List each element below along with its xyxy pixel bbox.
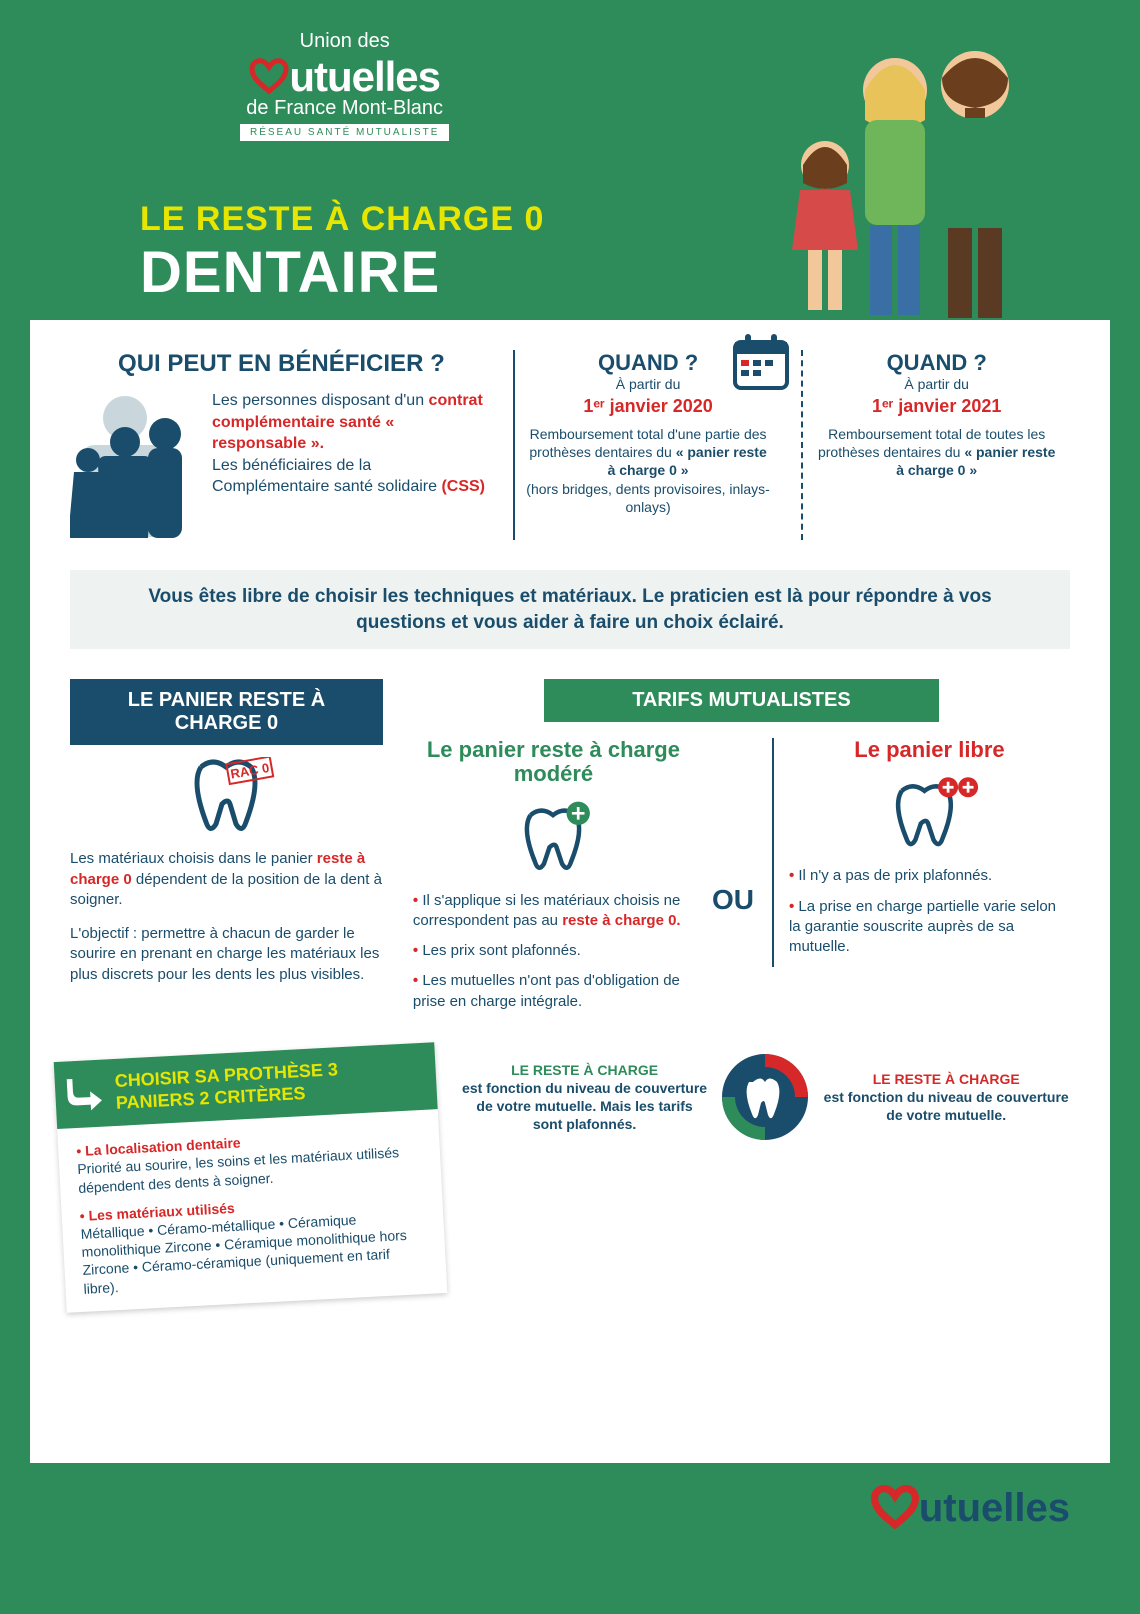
green-strip [20,1534,450,1584]
modere-b1-strong: reste à charge 0. [562,912,680,929]
reste-charges: LE RESTE À CHARGE est fonction du niveau… [461,1052,1070,1142]
title-line2: DENTAIRE [140,239,544,306]
modere-b1: Il s'applique si les matériaux choisis n… [413,891,694,932]
col-libre: Le panier libre Il n'y a pas de [772,738,1070,967]
who-text: Les personnes disposant d'un contrat com… [212,390,493,540]
modere-title: Le panier reste à charge modéré [413,738,694,786]
logo-sub-text: de France Mont-Blanc [240,97,449,120]
col-when-2020: QUAND ? À partir du 1ᵉʳ janvier 2020 Rem… [513,350,782,540]
logo-mutuelles-text: utuelles [289,53,440,101]
ou-label: OU [704,844,762,916]
when2-pre: À partir du [813,376,1060,392]
who-p2-strong: (CSS) [441,478,485,495]
panier0-p1-pre: Les matériaux choisis dans le panier [70,850,317,867]
title-line1: LE RESTE À CHARGE 0 [140,200,544,239]
modere-bullets: Il s'applique si les matériaux choisis n… [413,891,694,1012]
row-who-when: QUI PEUT EN BÉNÉFICIER ? [70,350,1070,540]
heart-icon [249,57,289,97]
footer-sub: de France [871,1532,1070,1564]
col-who: QUI PEUT EN BÉNÉFICIER ? [70,350,493,540]
col-when-2021: QUAND ? À partir du 1ᵉʳ janvier 2021 Rem… [801,350,1070,540]
reste-left-title: LE RESTE À CHARGE [511,1062,658,1078]
choisir-title: CHOISIR SA PROTHÈSE 3 PANIERS 2 CRITÈRES [114,1059,338,1112]
tooth-rac0-icon: RAC 0 [70,757,383,837]
when2-heading: QUAND ? [813,350,1060,376]
when1-body-post: (hors bridges, dents provisoires, inlays… [526,481,770,515]
footer-heart-icon [871,1484,919,1532]
libre-title: Le panier libre [789,738,1070,762]
main-panel: QUI PEUT EN BÉNÉFICIER ? [30,320,1110,1463]
pill-tarifs: TARIFS MUTUALISTES [544,679,938,722]
reste-right-body: est fonction du niveau de couverture de … [824,1089,1069,1123]
who-p1-pre: Les personnes disposant d'un [212,392,429,409]
choisir-body: • La localisation dentaire Priorité au s… [57,1109,447,1312]
row-paniers: LE PANIER RESTE À CHARGE 0 RAC 0 Les mat… [70,679,1070,1022]
when1-body: Remboursement total d'une partie des pro… [525,425,772,516]
modere-b2: Les prix sont plafonnés. [413,941,694,961]
tooth-modere-icon [413,799,694,879]
tooth-libre-icon [789,774,1070,854]
libre-b1: Il n'y a pas de prix plafonnés. [789,866,1070,886]
when1-date: 1ᵉʳ janvier 2020 [525,396,772,417]
pill-panier0: LE PANIER RESTE À CHARGE 0 [70,679,383,745]
family-illustration [770,30,1050,330]
logo-block: Union des utuelles de France Mont-Blanc … [240,30,449,141]
who-heading: QUI PEUT EN BÉNÉFICIER ? [70,350,493,378]
libre-b2: La prise en charge partielle varie selon… [789,897,1070,958]
reste-right-title: LE RESTE À CHARGE [873,1071,1020,1087]
reste-left: LE RESTE À CHARGE est fonction du niveau… [461,1061,709,1134]
when2-date: 1ᵉʳ janvier 2021 [813,396,1060,417]
page: Union des utuelles de France Mont-Blanc … [0,0,1140,1614]
calendar-icon [729,330,793,394]
footer-logo: utuelles de France [871,1484,1070,1564]
col-panier-0: LE PANIER RESTE À CHARGE 0 RAC 0 Les mat… [70,679,383,1022]
arrow-icon [66,1073,106,1113]
footer-mutuelles: utuelles [919,1486,1070,1531]
people-icon [70,390,200,540]
circle-tooth-icon [720,1052,810,1142]
col-tarifs: TARIFS MUTUALISTES Le panier reste à cha… [413,679,1070,1022]
who-p2-pre: Les bénéficiaires de la Complémentaire s… [212,457,441,496]
choisir-box: CHOISIR SA PROTHÈSE 3 PANIERS 2 CRITÈRES… [54,1042,447,1312]
title-block: LE RESTE À CHARGE 0 DENTAIRE [140,200,544,306]
header: Union des utuelles de France Mont-Blanc … [20,20,1120,320]
col-modere: Le panier reste à charge modéré Il s'app… [413,738,694,1022]
reste-left-body: est fonction du niveau de couverture de … [462,1080,707,1132]
logo-mutuelles: utuelles [240,53,449,101]
libre-bullets: Il n'y a pas de prix plafonnés. La prise… [789,866,1070,957]
logo-badge: RÉSEAU SANTÉ MUTUALISTE [240,124,449,141]
when2-body: Remboursement total de toutes les prothè… [813,425,1060,480]
panier0-p2: L'objectif : permettre à chacun de garde… [70,924,383,985]
info-band: Vous êtes libre de choisir les technique… [70,570,1070,649]
reste-right: LE RESTE À CHARGE est fonction du niveau… [822,1070,1070,1125]
panier0-body: Les matériaux choisis dans le panier res… [70,849,383,985]
bottom-row: CHOISIR SA PROTHÈSE 3 PANIERS 2 CRITÈRES… [70,1052,1070,1303]
modere-b3: Les mutuelles n'ont pas d'obligation de … [413,971,694,1012]
logo-union-text: Union des [240,30,449,53]
